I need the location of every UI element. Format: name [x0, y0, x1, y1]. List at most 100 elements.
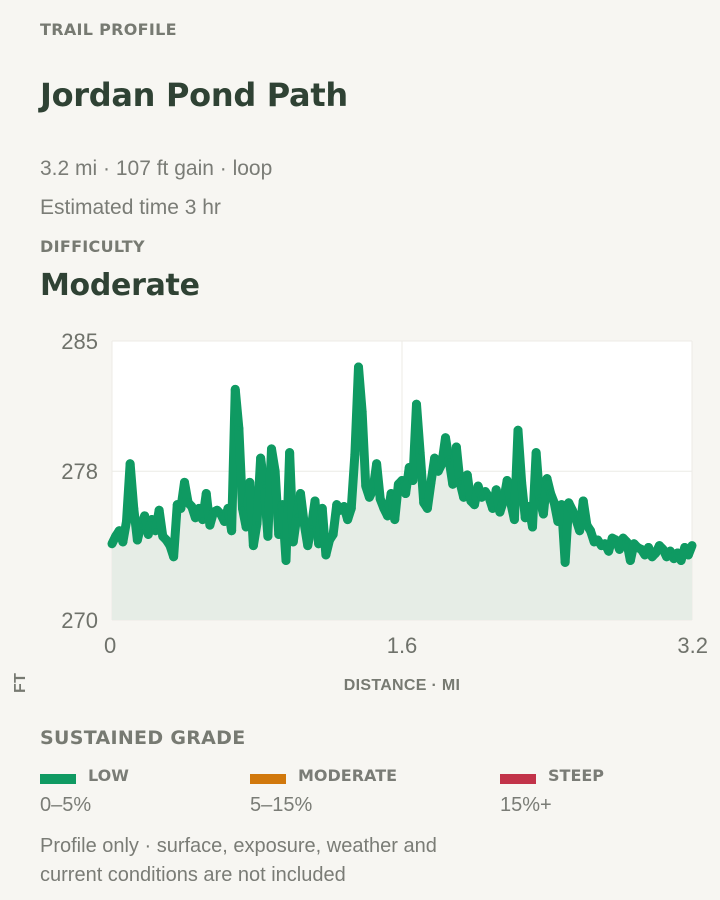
elevation-point: [284, 558, 288, 563]
elevation-point: [287, 450, 292, 455]
elevation-point: [566, 500, 571, 505]
legend-range-moderate: 5–15%: [250, 794, 313, 816]
elevation-point: [526, 504, 531, 509]
elevation-point: [690, 543, 694, 548]
y-axis-label: ELEVATION · FT: [12, 673, 29, 700]
elevation-point: [200, 517, 205, 522]
elevation-point: [610, 536, 615, 541]
elevation-line-segment: [513, 425, 527, 487]
trail-stats: 3.2 mi · 107 ft gain · loop: [40, 157, 273, 180]
elevation-point: [519, 480, 524, 485]
elevation-point: [671, 556, 676, 561]
elevation-point: [178, 506, 183, 511]
elevation-point: [139, 523, 143, 528]
elevation-point: [305, 543, 310, 548]
elevation-point: [255, 521, 259, 526]
elevation-point: [117, 528, 122, 533]
elevation-line-segment: [346, 449, 360, 513]
elevation-point: [450, 482, 455, 487]
elevation-point: [657, 543, 662, 548]
elevation-point: [432, 456, 437, 461]
elevation-point: [447, 458, 452, 463]
elevation-point: [164, 538, 169, 543]
elevation-point: [392, 517, 397, 522]
elevation-point: [476, 484, 481, 489]
elevation-point: [323, 552, 328, 557]
elevation-point: [635, 545, 640, 550]
elevation-point: [189, 504, 194, 509]
elevation-point: [516, 428, 520, 433]
elevation-point: [327, 538, 332, 543]
legend-range-steep: 15%+: [500, 794, 552, 816]
legend-name-low: LOW: [88, 766, 129, 785]
elevation-point: [686, 552, 691, 557]
elevation-point: [211, 510, 216, 515]
legend-name-moderate: MODERATE: [298, 766, 398, 785]
elevation-point: [207, 523, 212, 528]
elevation-point: [429, 480, 433, 485]
elevation-point: [360, 409, 365, 414]
elevation-point: [175, 502, 180, 507]
elevation-point: [508, 500, 513, 505]
elevation-point: [222, 519, 227, 524]
elevation-point: [490, 506, 495, 511]
elevation-line-segment: [357, 407, 371, 491]
elevation-point: [157, 508, 162, 513]
elevation-point: [465, 472, 470, 477]
elevation-point: [378, 497, 383, 502]
elevation-point: [204, 491, 209, 496]
elevation-point: [120, 539, 125, 544]
elevation-point: [479, 495, 484, 500]
elevation-point: [309, 525, 314, 529]
elevation-point: [494, 487, 499, 492]
elevation-line-segment: [390, 479, 403, 525]
elevation-point: [552, 500, 557, 505]
elevation-point: [559, 502, 564, 507]
elevation-point: [113, 534, 118, 539]
elevation-point: [628, 558, 633, 563]
elevation-point: [682, 545, 687, 550]
elevation-point: [302, 521, 307, 526]
x-axis-label: DISTANCE · MI: [344, 677, 461, 694]
elevation-point: [389, 491, 394, 496]
elevation-point: [193, 515, 198, 520]
elevation-point: [197, 506, 201, 511]
legend-name-steep: STEEP: [548, 766, 605, 785]
elevation-point: [160, 534, 165, 539]
elevation-point: [548, 491, 553, 496]
elevation-point: [345, 517, 350, 522]
elevation-point: [313, 498, 317, 503]
elevation-point: [403, 491, 408, 496]
elevation-point: [273, 469, 278, 474]
elevation-point: [110, 541, 114, 546]
elevation-point: [131, 506, 136, 511]
x-tick-label: 3.2: [677, 633, 708, 658]
elevation-line-segment: [560, 498, 574, 567]
elevation-point: [439, 461, 444, 466]
elevation-point: [646, 545, 651, 550]
elevation-point: [352, 452, 357, 457]
elevation-point: [472, 502, 477, 507]
x-tick-label: 0: [104, 633, 116, 658]
elevation-point: [298, 491, 303, 496]
elevation-point: [168, 543, 172, 548]
elevation-line-segment: [354, 362, 367, 417]
elevation-point: [425, 506, 430, 511]
elevation-point: [541, 511, 546, 516]
elevation-point: [363, 484, 368, 489]
elevation-point: [128, 461, 133, 466]
elevation-point: [407, 465, 412, 470]
elevation-point: [443, 435, 448, 440]
elevation-point: [124, 519, 129, 524]
elevation-point: [639, 547, 644, 552]
elevation-point: [251, 543, 256, 548]
elevation-point: [258, 456, 263, 461]
elevation-line-segment: [169, 500, 182, 562]
elevation-point: [574, 517, 578, 522]
difficulty-label: DIFFICULTY: [40, 237, 145, 256]
y-tick-label: 278: [61, 459, 98, 484]
elevation-point: [537, 497, 542, 502]
elevation-point: [135, 538, 140, 543]
elevation-line-segment: [256, 453, 269, 491]
elevation-point: [505, 478, 510, 483]
